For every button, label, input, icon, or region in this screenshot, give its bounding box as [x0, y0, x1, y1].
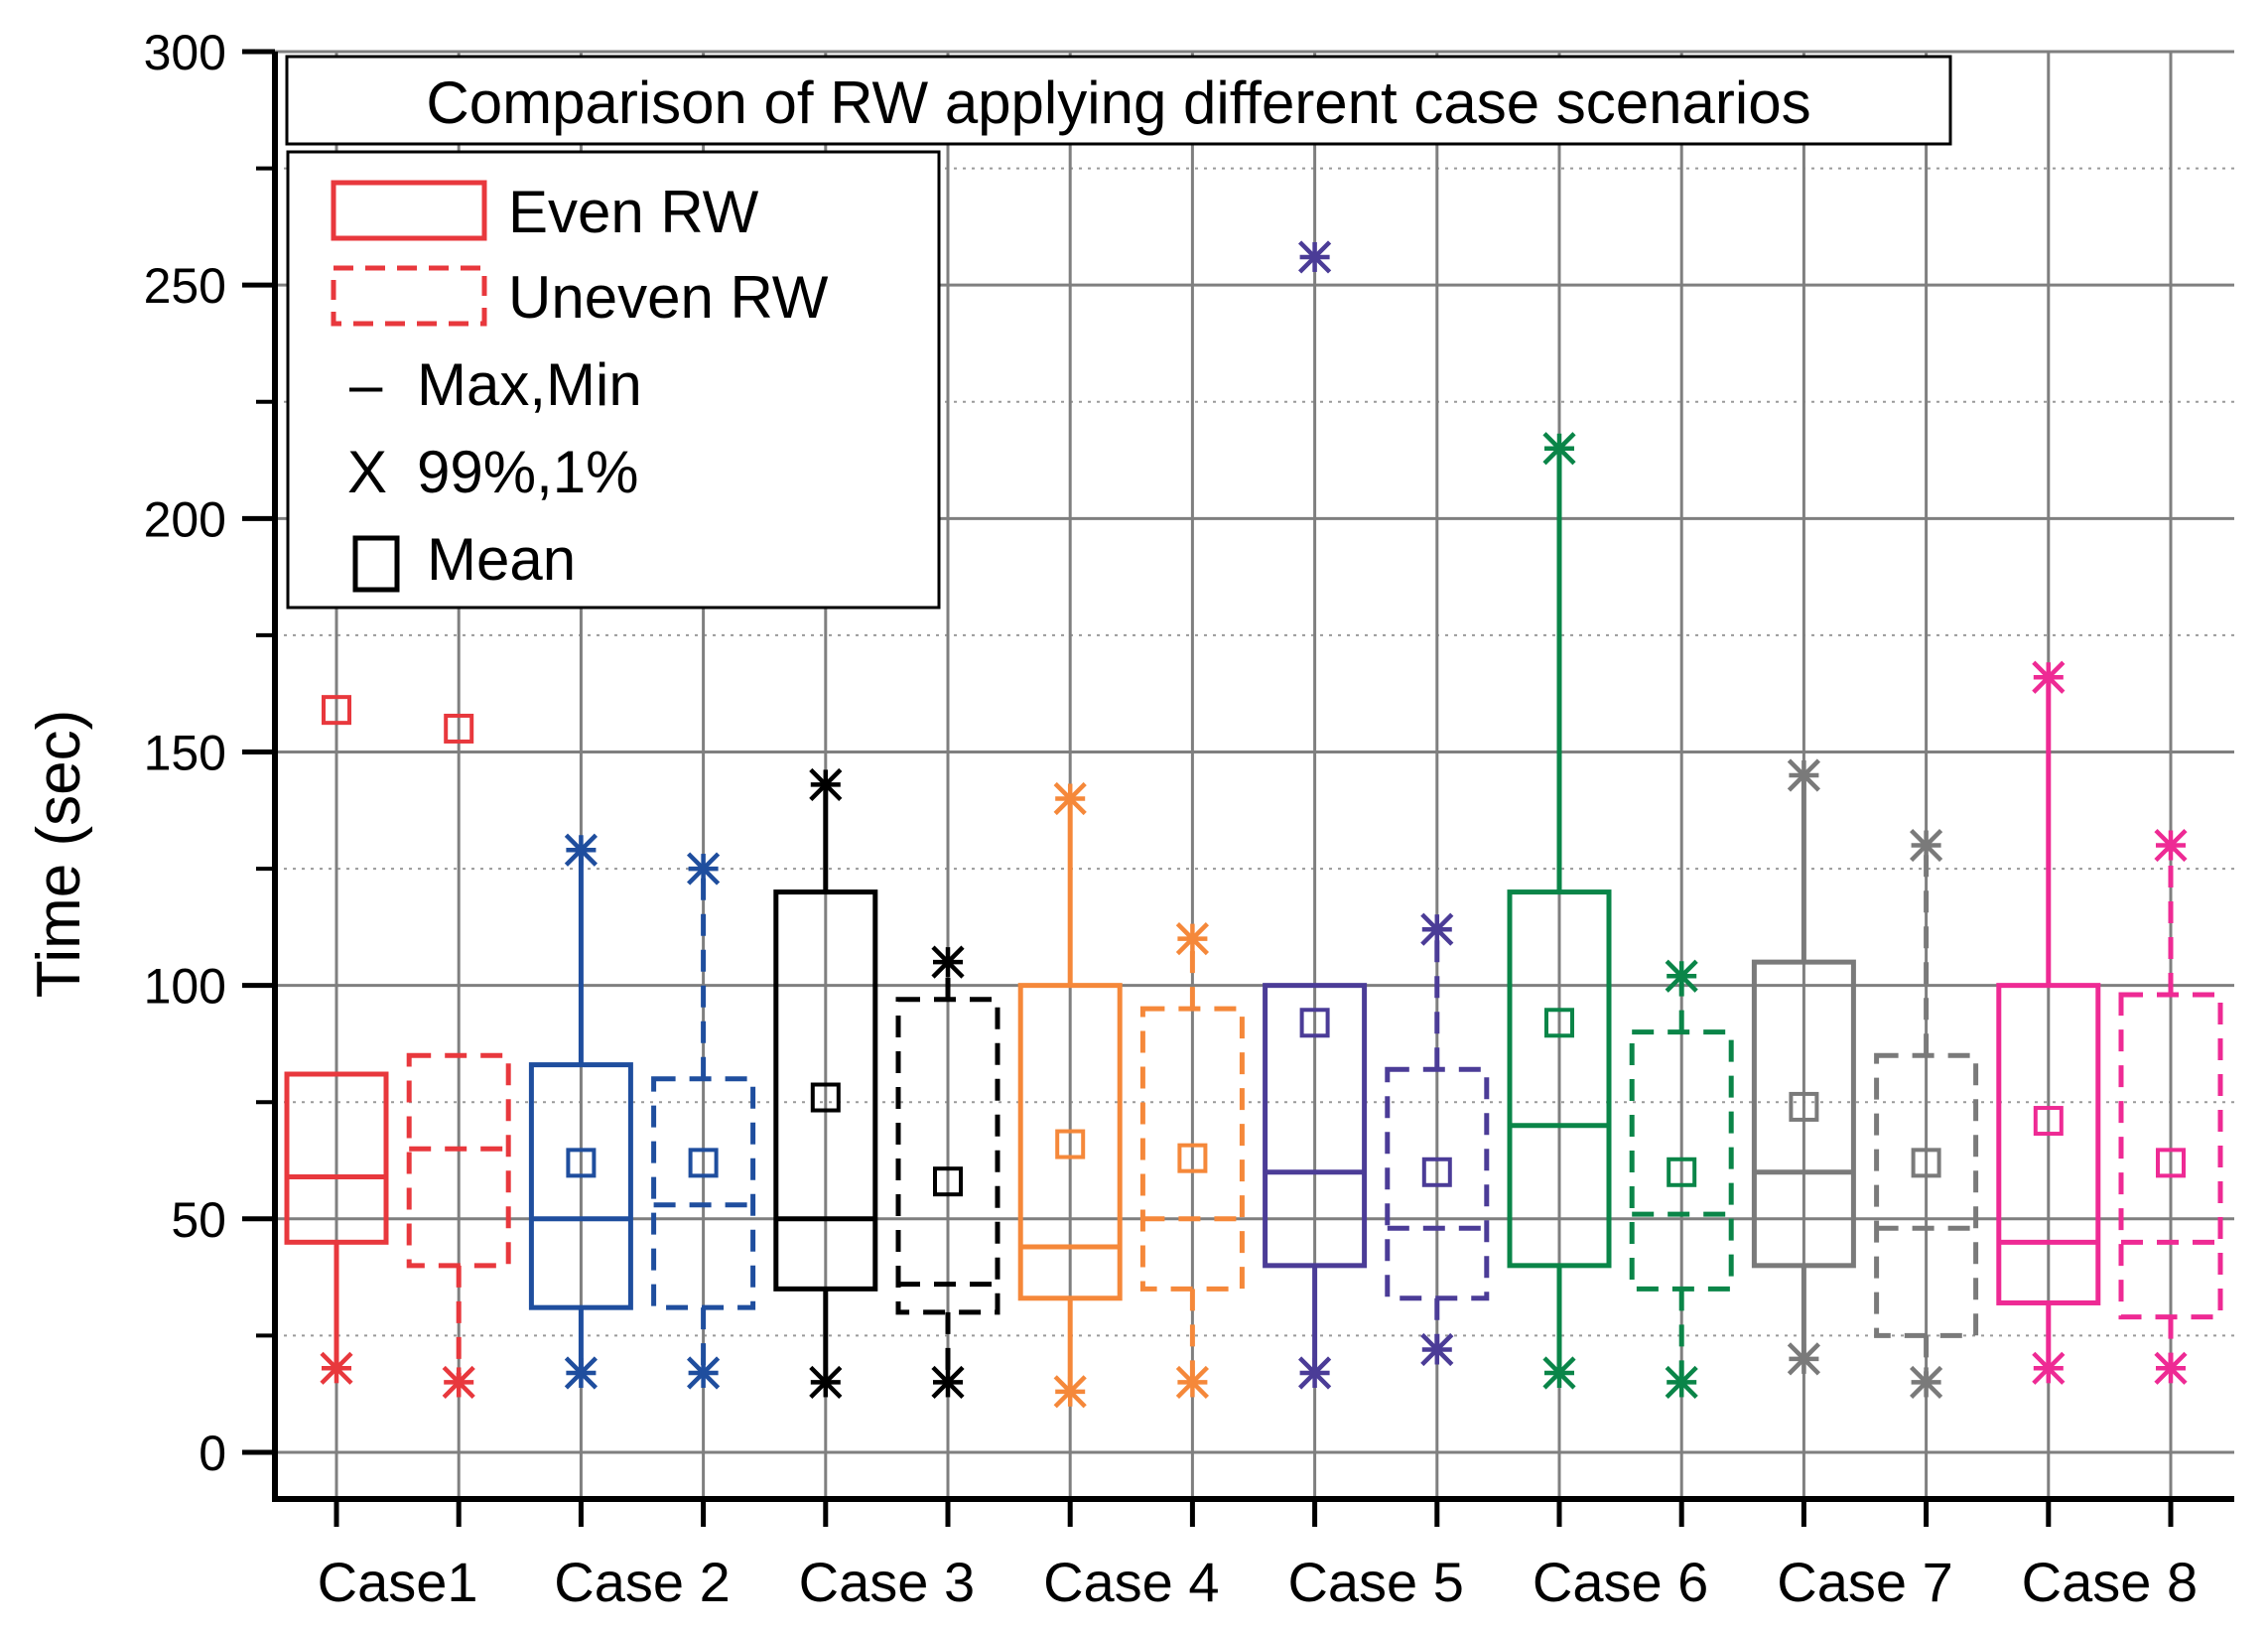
- legend: Even RW Uneven RW – Max,Min X 99%,1% Mea…: [286, 150, 941, 610]
- x-category-label: Case 5: [1287, 1551, 1463, 1613]
- box-uneven: [1385, 912, 1490, 1367]
- y-tick-label: 100: [144, 959, 226, 1015]
- box-even: [528, 833, 633, 1390]
- y-tick-label: 300: [144, 25, 226, 80]
- legend-label-percentile: 99%,1%: [417, 439, 638, 505]
- x-category-label: Case 3: [799, 1551, 975, 1613]
- box-iqr: [284, 1071, 389, 1245]
- box-uneven: [1874, 828, 1979, 1400]
- x-category-label: Case 8: [2022, 1551, 2198, 1613]
- box-uneven: [1629, 959, 1734, 1400]
- box-iqr: [1385, 1066, 1490, 1301]
- box-uneven: [1139, 922, 1245, 1400]
- legend-label-uneven: Uneven RW: [508, 264, 829, 331]
- box-iqr: [1139, 1006, 1245, 1292]
- mean-square: [688, 1148, 719, 1178]
- mean-square: [1667, 1157, 1697, 1187]
- box-iqr: [1507, 889, 1612, 1269]
- box-even: [1507, 432, 1612, 1390]
- box-iqr: [1263, 983, 1368, 1269]
- chart-title: Comparison of RW applying different case…: [426, 69, 1810, 136]
- mean-square: [2156, 1148, 2186, 1178]
- mean-square: [1421, 1157, 1452, 1187]
- box-uneven: [406, 713, 511, 1400]
- box-iqr: [1751, 959, 1856, 1269]
- box-iqr: [895, 997, 1001, 1315]
- mean-square: [2033, 1106, 2064, 1137]
- mean-square: [810, 1082, 841, 1113]
- y-tick-label: 200: [144, 491, 226, 547]
- box-iqr: [406, 1052, 511, 1269]
- box-uneven: [895, 945, 1001, 1400]
- legend-mean-square-icon: [352, 535, 400, 593]
- legend-label-mean: Mean: [427, 526, 576, 593]
- y-tick-label: 50: [171, 1192, 226, 1248]
- box-iqr: [1629, 1029, 1734, 1292]
- box-iqr: [651, 1076, 756, 1310]
- legend-x-symbol: X: [347, 439, 387, 505]
- mean-square: [322, 695, 351, 726]
- box-even: [284, 695, 389, 1385]
- legend-label-maxmin: Max,Min: [417, 351, 642, 418]
- box-series: [284, 240, 2223, 1409]
- box-iqr: [1017, 983, 1123, 1301]
- mean-square: [444, 713, 474, 744]
- y-axis-title: Time (sec): [25, 710, 93, 998]
- box-even: [773, 767, 878, 1400]
- y-tick-label: 0: [199, 1426, 226, 1481]
- x-category-label: Case1: [318, 1551, 478, 1613]
- box-iqr: [1874, 1052, 1979, 1338]
- box-even: [1263, 240, 1368, 1390]
- axes: [272, 52, 2234, 1502]
- box-iqr: [2118, 992, 2223, 1320]
- legend-swatch-uneven: [331, 265, 487, 327]
- box-iqr: [773, 889, 878, 1292]
- legend-label-even: Even RW: [508, 179, 759, 245]
- box-uneven: [651, 852, 756, 1390]
- chart-title-box: Comparison of RW applying different case…: [285, 55, 1952, 146]
- mean-square: [933, 1166, 963, 1197]
- legend-swatch-even: [331, 180, 487, 241]
- x-category-label: Case 4: [1043, 1551, 1219, 1613]
- y-tick-label: 250: [144, 258, 226, 314]
- box-even: [1751, 758, 1856, 1376]
- mean-square: [566, 1148, 597, 1178]
- box-even: [1996, 660, 2101, 1385]
- y-tick-labels: 0 50 100 150 200 250 300: [144, 25, 275, 1481]
- x-category-label: Case 7: [1777, 1551, 1952, 1613]
- mean-square: [1911, 1148, 1941, 1178]
- mean-square: [1177, 1143, 1208, 1173]
- mean-square: [1299, 1008, 1330, 1038]
- x-tick-labels: Case1 Case 2 Case 3 Case 4 Case 5 Case 6 Case …: [318, 1499, 2198, 1613]
- box-iqr: [528, 1062, 633, 1310]
- legend-maxmin-symbol: –: [349, 351, 383, 418]
- box-even: [1017, 781, 1123, 1409]
- y-tick-label: 150: [144, 725, 226, 780]
- box-iqr: [1996, 983, 2101, 1305]
- mean-square: [1055, 1129, 1086, 1159]
- mean-square: [1789, 1091, 1819, 1122]
- x-category-label: Case 2: [554, 1551, 730, 1613]
- x-category-label: Case 6: [1533, 1551, 1708, 1613]
- box-uneven: [2118, 828, 2223, 1385]
- mean-square: [1544, 1008, 1574, 1038]
- legend-frame: [286, 150, 941, 610]
